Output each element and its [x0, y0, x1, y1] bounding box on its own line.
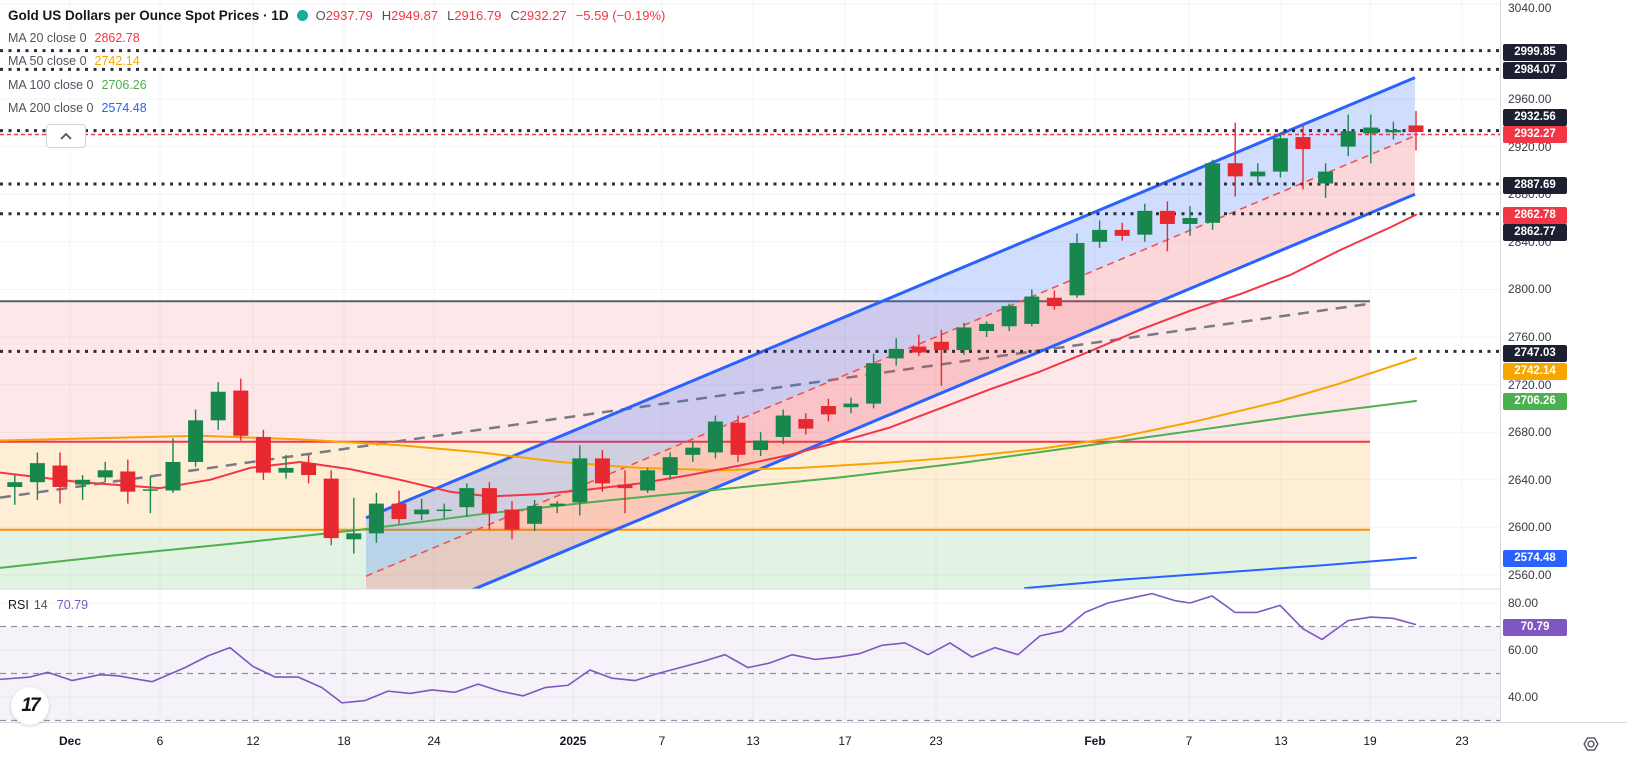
price-badge: 2984.07	[1503, 61, 1567, 79]
tradingview-logo-glyph: 17	[21, 695, 40, 716]
market-status-dot	[296, 10, 308, 21]
time-axis-label: 23	[1455, 734, 1469, 748]
legend-collapse-button[interactable]	[46, 124, 86, 148]
time-axis-label: 23	[929, 734, 943, 748]
symbol-title-row[interactable]: Gold US Dollars per Ounce Spot Prices · …	[8, 8, 665, 23]
legend: Gold US Dollars per Ounce Spot Prices · …	[8, 8, 665, 117]
ohlc-C: C2932.27	[510, 8, 567, 23]
price-badge: 2742.14	[1503, 362, 1567, 380]
price-badge: 2887.69	[1503, 176, 1567, 194]
ohlc-values: O2937.79 H2949.87 L2916.79 C2932.27 −5.59 (−…	[316, 8, 666, 23]
ma-legend: MA 20 close 0 2862.78 MA 50 close 0 2742.14…	[8, 31, 665, 118]
symbol-title[interactable]: Gold US Dollars per Ounce Spot Prices · …	[8, 8, 289, 23]
price-badge: 2747.03	[1503, 344, 1567, 362]
time-axis-label: 13	[746, 734, 760, 748]
rsi-label: RSI	[8, 598, 29, 612]
ohlc-H: H2949.87	[381, 8, 439, 23]
change-value: −5.59 (−0.19%)	[575, 8, 666, 23]
price-badge: 70.79	[1503, 618, 1567, 636]
time-axis-label: 12	[246, 734, 260, 748]
chart-canvas[interactable]	[0, 0, 1500, 722]
price-axis-label: 2640.00	[1508, 473, 1552, 487]
time-axis-label: Dec	[58, 734, 82, 748]
settings-button[interactable]	[1578, 731, 1604, 757]
price-axis-label: 2920.00	[1508, 140, 1552, 154]
price-axis-label: 2720.00	[1508, 378, 1552, 392]
price-axis-label: 2560.00	[1508, 568, 1552, 582]
rsi-legend[interactable]: RSI 14 70.79	[8, 598, 88, 612]
price-axis-label: 2680.00	[1508, 425, 1552, 439]
ma-legend-row-200[interactable]: MA 200 close 0 2574.48	[8, 101, 147, 115]
rsi-value: 70.79	[56, 598, 89, 612]
rsi-params: 14	[33, 598, 48, 612]
price-axis-label: 60.00	[1508, 643, 1539, 657]
time-axis-label: 13	[1274, 734, 1288, 748]
price-badge: 2574.48	[1503, 549, 1567, 567]
ma-legend-row-20[interactable]: MA 20 close 0 2862.78	[8, 30, 140, 45]
price-axis-label: 3040.00	[1508, 1, 1552, 15]
time-axis-label: 19	[1363, 734, 1377, 748]
ma-legend-row-100[interactable]: MA 100 close 0 2706.26	[8, 77, 147, 92]
time-axis-label: 6	[156, 734, 164, 748]
price-badge: 2999.85	[1503, 43, 1567, 61]
chevron-up-icon	[60, 132, 72, 140]
price-badge: 2932.56	[1503, 108, 1567, 126]
time-axis-label: 17	[838, 734, 852, 748]
price-axis-label: 80.00	[1508, 596, 1539, 610]
ohlc-O: O2937.79	[315, 8, 373, 23]
time-axis-label: 2025	[559, 734, 587, 748]
price-badge: 2706.26	[1503, 392, 1567, 410]
price-badge: 2862.77	[1503, 223, 1567, 241]
ohlc-L: L2916.79	[447, 8, 502, 23]
time-axis-label: 24	[427, 734, 441, 748]
time-axis-label: 7	[1185, 734, 1193, 748]
time-axis-label: 18	[337, 734, 351, 748]
time-axis-label: Feb	[1084, 734, 1106, 748]
gear-icon	[1583, 737, 1599, 751]
time-axis-label: 7	[658, 734, 666, 748]
price-axis-label: 2960.00	[1508, 92, 1552, 106]
price-badge: 2932.27	[1503, 125, 1567, 143]
time-axis[interactable]: Dec 6 12 18 24 2025 7 13 17 23 Feb 7 13 19 23	[0, 722, 1627, 761]
price-axis-label: 40.00	[1508, 690, 1539, 704]
price-axis[interactable]: 3040.00 2960.00 2920.00 2880.00 2840.00 2800.…	[1500, 0, 1627, 722]
price-axis-label: 2600.00	[1508, 520, 1552, 534]
price-axis-label: 2800.00	[1508, 282, 1552, 296]
tradingview-logo[interactable]: 17	[11, 687, 49, 725]
price-badge: 2862.78	[1503, 206, 1567, 224]
price-axis-label: 2760.00	[1508, 330, 1552, 344]
ma-legend-row-50[interactable]: MA 50 close 0 2742.14	[8, 54, 140, 68]
